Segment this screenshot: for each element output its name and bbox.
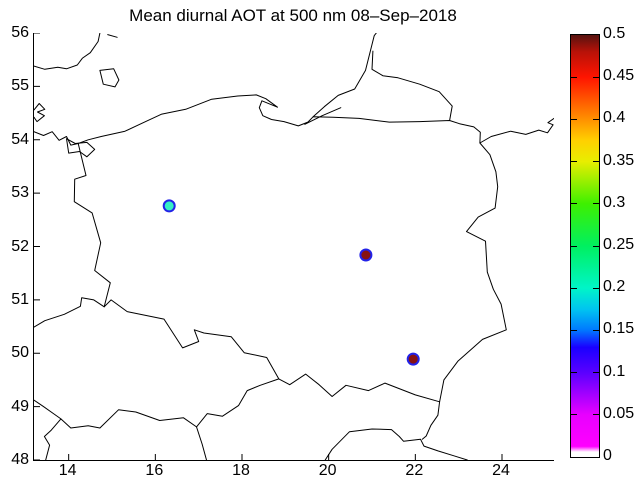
map-line-bornholm-island [99, 68, 120, 88]
plot-area [33, 33, 554, 461]
colorbar-tick-mark-0.3-left [571, 203, 577, 205]
map-line-curonian-lagoon-ru-lt-border [371, 50, 453, 121]
aot-data-point-1 [162, 199, 176, 213]
colorbar-tick-mark-0.4-left [571, 118, 577, 120]
x-tick-label-22: 22 [405, 462, 424, 479]
aot-data-point-2 [359, 248, 373, 262]
colorbar-tick-mark-0.05-left [571, 414, 577, 416]
map-line-german-austrian-border [43, 418, 62, 460]
colorbar-tick-label-0: 0 [603, 447, 612, 464]
x-tick-label-16: 16 [145, 462, 164, 479]
map-line-slovak-austrian-border [196, 426, 207, 460]
colorbar-tick-mark-0.3-right [593, 203, 599, 205]
map-line-kaliningrad-coast-curonian-spit [312, 33, 377, 118]
colorbar-tick-mark-0.1-left [571, 372, 577, 374]
colorbar-tick-mark-0.15-left [571, 329, 577, 331]
colorbar-tick-mark-0.25-left [571, 245, 577, 247]
colorbar-tick-label-0.3: 0.3 [603, 193, 626, 211]
map-line-sweden-coast [34, 33, 101, 70]
chart-title: Mean diurnal AOT at 500 nm 08–Sep–2018 [129, 6, 457, 25]
y-tick-label-48: 48 [11, 451, 29, 468]
map-line-poland-border [73, 94, 507, 403]
colorbar-tick-mark-0.45-left [571, 76, 577, 78]
map-canvas [34, 33, 554, 460]
colorbar-tick-mark-0.35-right [593, 161, 599, 163]
map-line-lithuania-belarus-border [479, 117, 554, 144]
map-line-german-baltic-coast [34, 131, 79, 146]
map-line-vistula-lagoon [304, 107, 342, 125]
map-line-ruegen-island [34, 103, 46, 123]
y-tick-label-50: 50 [11, 344, 29, 362]
colorbar-tick-mark-0.15-right [593, 329, 599, 331]
x-tick-label-20: 20 [318, 462, 337, 479]
colorbar-tick-mark-0.35-left [571, 161, 577, 163]
colorbar-tick-label-0.45: 0.45 [603, 67, 635, 85]
colorbar-tick-label-0.35: 0.35 [603, 151, 635, 169]
map-line-sweden-coast-islet [107, 34, 118, 38]
colorbar-tick-mark-0.1-right [593, 372, 599, 374]
colorbar-tick-label-0.25: 0.25 [603, 236, 635, 253]
colorbar-tick-mark-0.2-left [571, 287, 577, 289]
map-line-slovak-hungarian-ukrainian-border [324, 428, 468, 460]
map-line-slovak-ukrainian-border [421, 401, 441, 440]
colorbar-tick-label-0.15: 0.15 [603, 320, 635, 338]
colorbar-tick-mark-0.05-right [593, 414, 599, 416]
colorbar-tick-mark-0.25-right [593, 245, 599, 247]
x-tick-label-24: 24 [492, 462, 510, 479]
colorbar-tick-label-0.05: 0.05 [603, 404, 635, 422]
y-tick-label-49: 49 [11, 397, 29, 415]
colorbar-tick-mark-0.45-right [593, 76, 599, 78]
colorbar-tick-label-0.5: 0.5 [603, 25, 626, 42]
y-tick-label-53: 53 [11, 184, 29, 202]
y-tick-label-52: 52 [11, 237, 29, 255]
x-tick-label-18: 18 [232, 462, 250, 479]
map-line-czech-german-border-north [34, 297, 105, 328]
aot-data-point-3 [406, 352, 420, 366]
colorbar [570, 34, 600, 458]
y-tick-label-51: 51 [11, 290, 29, 308]
colorbar-tick-mark-0.4-right [593, 118, 599, 120]
y-tick-label-56: 56 [11, 24, 29, 41]
colorbar-tick-label-0.1: 0.1 [603, 362, 626, 380]
colorbar-tick-label-0.4: 0.4 [603, 109, 626, 127]
y-tick-label-54: 54 [11, 130, 29, 148]
x-tick-label-14: 14 [58, 462, 77, 479]
map-line-szczecin-lagoon [66, 138, 96, 158]
colorbar-tick-label-0.2: 0.2 [603, 278, 626, 296]
y-tick-label-55: 55 [11, 77, 29, 95]
colorbar-tick-mark-0.2-right [593, 287, 599, 289]
map-line-czech-south-and-slovak-border [34, 378, 280, 429]
